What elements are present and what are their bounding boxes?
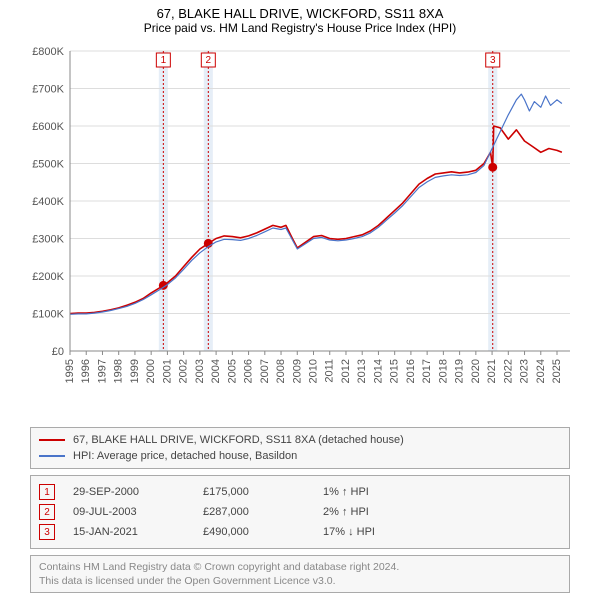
svg-text:2015: 2015 bbox=[389, 359, 401, 383]
price-chart: £0 £100K £200K £300K £400K £500K £600K £700K £80… bbox=[20, 41, 580, 421]
svg-text:£700K: £700K bbox=[32, 84, 64, 96]
svg-text:2017: 2017 bbox=[421, 359, 433, 383]
svg-text:2008: 2008 bbox=[275, 359, 287, 383]
sale-date: 29-SEP-2000 bbox=[73, 486, 203, 498]
sales-table: 1 29-SEP-2000£175,0001% ↑ HPI 2 09-JUL-2003… bbox=[30, 475, 570, 549]
svg-text:1999: 1999 bbox=[129, 359, 141, 383]
legend-item: 67, BLAKE HALL DRIVE, WICKFORD, SS11 8XA… bbox=[39, 432, 561, 448]
svg-text:2022: 2022 bbox=[502, 359, 514, 383]
sale-delta-vs-hpi: 2% ↑ HPI bbox=[323, 506, 443, 518]
sale-marker: 3 bbox=[39, 524, 55, 540]
footer-line: Contains HM Land Registry data © Crown c… bbox=[39, 560, 561, 574]
sale-price: £490,000 bbox=[203, 526, 323, 538]
attribution-footer: Contains HM Land Registry data © Crown c… bbox=[30, 555, 570, 593]
svg-text:1998: 1998 bbox=[113, 359, 125, 383]
svg-text:2013: 2013 bbox=[356, 359, 368, 383]
svg-text:£200K: £200K bbox=[32, 271, 64, 283]
svg-text:1996: 1996 bbox=[80, 359, 92, 383]
sale-date: 15-JAN-2021 bbox=[73, 526, 203, 538]
svg-text:£600K: £600K bbox=[32, 121, 64, 133]
svg-text:2006: 2006 bbox=[243, 359, 255, 383]
footer-line: This data is licensed under the Open Gov… bbox=[39, 574, 561, 588]
legend-label: HPI: Average price, detached house, Basi… bbox=[73, 450, 297, 462]
chart-subtitle: Price paid vs. HM Land Registry's House … bbox=[0, 21, 600, 41]
svg-text:2025: 2025 bbox=[551, 359, 563, 383]
legend-item: HPI: Average price, detached house, Basi… bbox=[39, 448, 561, 464]
sale-row: 3 15-JAN-2021£490,00017% ↓ HPI bbox=[39, 522, 561, 542]
legend-label: 67, BLAKE HALL DRIVE, WICKFORD, SS11 8XA… bbox=[73, 434, 404, 446]
svg-text:£800K: £800K bbox=[32, 46, 64, 58]
svg-text:2002: 2002 bbox=[178, 359, 190, 383]
svg-text:2: 2 bbox=[206, 55, 212, 66]
sale-marker: 2 bbox=[39, 504, 55, 520]
svg-text:2009: 2009 bbox=[291, 359, 303, 383]
svg-text:£300K: £300K bbox=[32, 234, 64, 246]
svg-text:2016: 2016 bbox=[405, 359, 417, 383]
svg-text:£400K: £400K bbox=[32, 196, 64, 208]
sale-delta-vs-hpi: 1% ↑ HPI bbox=[323, 486, 443, 498]
svg-text:2011: 2011 bbox=[324, 359, 336, 383]
svg-text:2023: 2023 bbox=[519, 359, 531, 383]
svg-text:2003: 2003 bbox=[194, 359, 206, 383]
svg-text:£100K: £100K bbox=[32, 309, 64, 321]
sale-price: £287,000 bbox=[203, 506, 323, 518]
svg-text:2020: 2020 bbox=[470, 359, 482, 383]
svg-text:2024: 2024 bbox=[535, 359, 547, 383]
svg-text:2000: 2000 bbox=[145, 359, 157, 383]
sale-date: 09-JUL-2003 bbox=[73, 506, 203, 518]
sale-delta-vs-hpi: 17% ↓ HPI bbox=[323, 526, 443, 538]
svg-text:2010: 2010 bbox=[308, 359, 320, 383]
svg-text:2018: 2018 bbox=[437, 359, 449, 383]
svg-text:1: 1 bbox=[161, 55, 167, 66]
sale-row: 2 09-JUL-2003£287,0002% ↑ HPI bbox=[39, 502, 561, 522]
legend-swatch bbox=[39, 455, 65, 457]
chart-title: 67, BLAKE HALL DRIVE, WICKFORD, SS11 8XA bbox=[0, 0, 600, 21]
svg-text:1997: 1997 bbox=[96, 359, 108, 383]
svg-text:2001: 2001 bbox=[161, 359, 173, 383]
svg-text:2005: 2005 bbox=[226, 359, 238, 383]
svg-text:2007: 2007 bbox=[259, 359, 271, 383]
svg-text:1995: 1995 bbox=[64, 359, 76, 383]
svg-text:3: 3 bbox=[490, 55, 496, 66]
svg-text:2021: 2021 bbox=[486, 359, 498, 383]
chart-svg: £0 £100K £200K £300K £400K £500K £600K £700K £80… bbox=[20, 41, 580, 421]
svg-text:£0: £0 bbox=[52, 346, 64, 358]
sale-row: 1 29-SEP-2000£175,0001% ↑ HPI bbox=[39, 482, 561, 502]
legend-swatch bbox=[39, 439, 65, 441]
svg-text:£500K: £500K bbox=[32, 159, 64, 171]
legend: 67, BLAKE HALL DRIVE, WICKFORD, SS11 8XA… bbox=[30, 427, 570, 469]
svg-text:2012: 2012 bbox=[340, 359, 352, 383]
svg-text:2004: 2004 bbox=[210, 359, 222, 383]
svg-text:2019: 2019 bbox=[454, 359, 466, 383]
sale-marker: 1 bbox=[39, 484, 55, 500]
sale-price: £175,000 bbox=[203, 486, 323, 498]
svg-text:2014: 2014 bbox=[372, 359, 384, 383]
